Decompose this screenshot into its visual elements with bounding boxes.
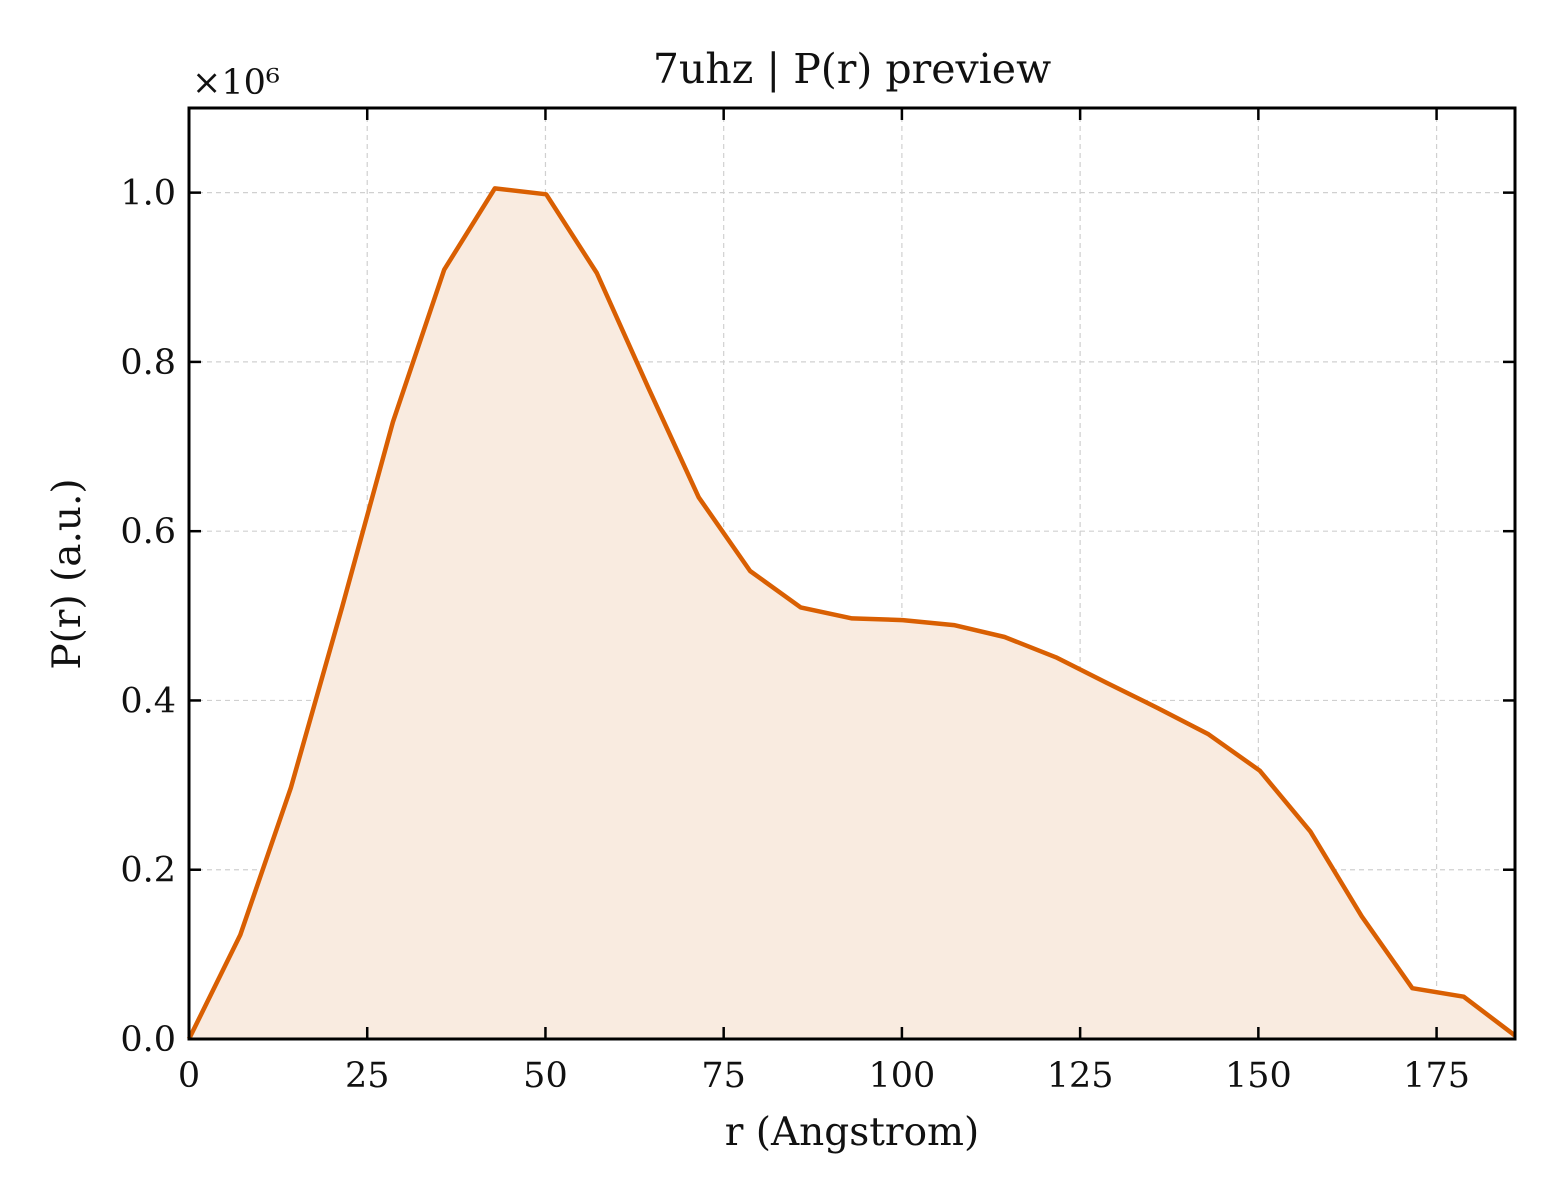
tick-labels: 0 25 50 75 100 125 150 175 0.0 0.2 0.4 0.6 0.8 1.0 <box>120 174 1470 1096</box>
chart-title: 7uhz | P(r) preview <box>653 45 1051 93</box>
area-fill <box>189 188 1515 1039</box>
y-axis-label: P(r) (a.u.) <box>45 478 90 669</box>
y-tick-label: 0.8 <box>120 343 176 383</box>
x-tick-label: 75 <box>701 1056 746 1096</box>
x-tick-label: 175 <box>1403 1056 1470 1096</box>
x-tick-label: 0 <box>178 1056 200 1096</box>
x-tick-label: 25 <box>345 1056 390 1096</box>
y-tick-label: 0.2 <box>120 851 176 891</box>
y-axis-multiplier: ×10⁶ <box>192 63 280 103</box>
x-tick-label: 50 <box>523 1056 568 1096</box>
series-line <box>186 186 1517 1040</box>
y-tick-label: 0.0 <box>120 1020 176 1060</box>
x-tick-label: 125 <box>1047 1056 1114 1096</box>
x-axis-label: r (Angstrom) <box>725 1110 980 1155</box>
y-tick-label: 0.4 <box>120 681 176 721</box>
y-tick-label: 1.0 <box>120 174 176 214</box>
y-tick-label: 0.6 <box>120 512 176 552</box>
x-tick-label: 100 <box>868 1056 935 1096</box>
plot-frame <box>187 106 1517 1041</box>
x-tick-label: 150 <box>1225 1056 1292 1096</box>
